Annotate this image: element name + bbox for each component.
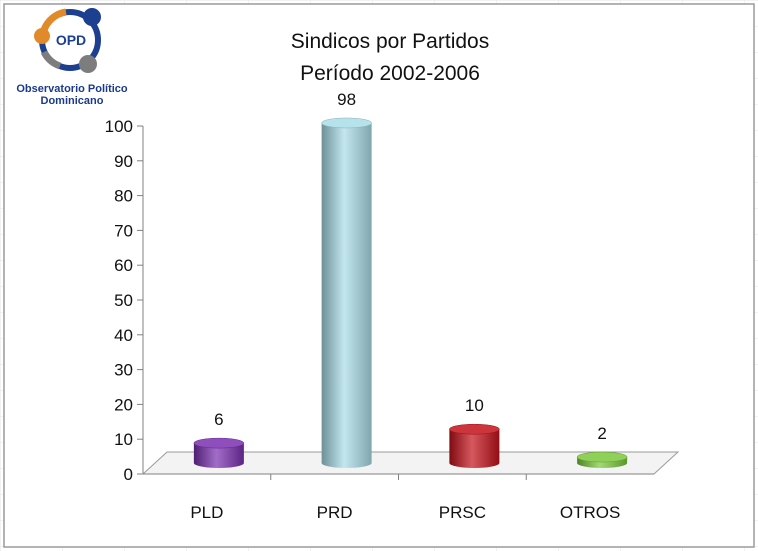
bar-pld [193, 437, 245, 468]
x-tick-label: PRD [317, 503, 353, 522]
y-tick-label: 100 [105, 117, 133, 136]
x-tick-label: OTROS [560, 503, 620, 522]
bar-body [449, 429, 500, 468]
data-label-prd: 98 [337, 90, 356, 109]
y-tick-label: 0 [124, 465, 133, 484]
y-tick-label: 70 [114, 221, 133, 240]
x-tick-label: PLD [190, 503, 223, 522]
logo-line2: Dominicano [41, 95, 104, 107]
data-label-prsc: 10 [465, 396, 484, 415]
logo-mark: OPD [56, 32, 86, 48]
y-tick-label: 80 [114, 187, 133, 206]
axes: 0 10 20 30 40 50 60 70 80 90 100 [105, 117, 680, 484]
bar-top [449, 423, 500, 435]
logo-line1: Observatorio Político [16, 83, 128, 95]
bars [193, 117, 628, 469]
bar-body [193, 443, 244, 468]
x-tick-label: PRSC [439, 503, 486, 522]
bar-top [576, 451, 628, 463]
data-label-pld: 6 [214, 410, 223, 429]
logo-arc-gray-icon [40, 50, 62, 70]
bar-prsc [449, 423, 500, 468]
logo-dot-blue-icon [83, 8, 101, 26]
y-tick-label: 30 [114, 361, 133, 380]
bar-top [321, 117, 372, 129]
opd-logo: OPD Observatorio Político Dominicano [16, 8, 128, 107]
bar-top [193, 437, 245, 449]
bar-body [321, 122, 372, 469]
y-tick-label: 10 [114, 430, 133, 449]
logo-dot-orange-icon [34, 28, 50, 44]
y-tick-label: 20 [114, 395, 133, 414]
chart-title: Sindicos por Partidos [291, 30, 489, 53]
y-tick-label: 50 [114, 291, 133, 310]
data-label-otros: 2 [597, 424, 606, 443]
bar-prd [321, 117, 372, 469]
labels: 6 PLD 98 PRD 10 PRSC 2 OTROS [190, 90, 620, 522]
bar-otros [576, 451, 628, 468]
y-tick-label: 40 [114, 326, 133, 345]
logo-dot-gray-icon [79, 55, 97, 73]
chart-subtitle: Período 2002-2006 [300, 62, 480, 85]
y-tick-label: 90 [114, 152, 133, 171]
y-tick-label: 60 [114, 256, 133, 275]
logo-arc-orange-icon [40, 8, 67, 32]
